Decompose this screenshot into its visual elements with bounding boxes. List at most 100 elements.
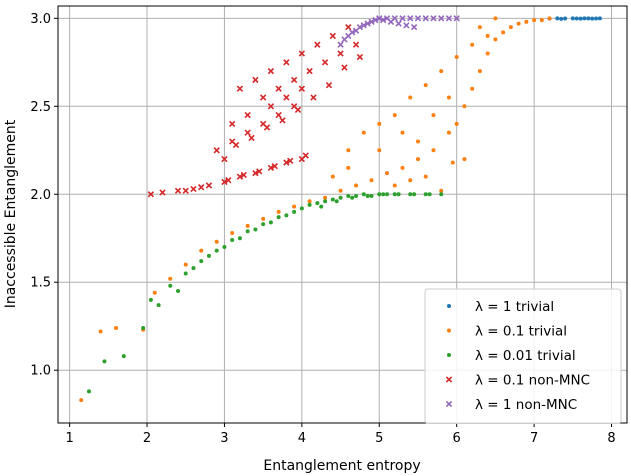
data-point — [252, 76, 259, 84]
data-point — [470, 86, 475, 91]
legend-label: λ = 0.1 non-MNC — [475, 373, 590, 389]
data-point — [516, 21, 521, 26]
data-point — [230, 230, 235, 235]
data-point — [147, 191, 155, 198]
data-point — [159, 189, 166, 196]
data-point — [349, 29, 356, 36]
data-point — [427, 192, 432, 197]
data-point — [410, 23, 418, 31]
legend-box — [424, 288, 622, 424]
data-point — [237, 236, 242, 241]
data-point — [168, 283, 173, 288]
y-tick-label: 1.5 — [30, 276, 51, 291]
x-tick-label: 4 — [298, 431, 306, 446]
data-point — [415, 139, 420, 144]
data-point — [439, 69, 444, 74]
data-point — [555, 16, 560, 21]
data-point — [381, 192, 386, 197]
data-point — [261, 216, 266, 221]
data-point — [315, 201, 320, 206]
data-point — [283, 94, 290, 101]
data-point — [385, 171, 390, 176]
legend-label: λ = 1 trivial — [475, 299, 554, 315]
legend: λ = 1 trivial λ = 0.1 trivial λ = 0.01 tri… — [424, 288, 622, 424]
data-point — [337, 41, 344, 48]
data-point — [563, 16, 568, 21]
data-point — [191, 266, 196, 271]
data-point — [392, 113, 397, 118]
data-point — [298, 50, 306, 57]
y-tick-label: 2.5 — [30, 100, 51, 115]
data-point — [446, 95, 451, 100]
data-point — [445, 15, 453, 22]
data-point — [225, 177, 232, 184]
data-point — [493, 37, 498, 42]
data-point — [346, 148, 351, 153]
data-point — [454, 121, 459, 126]
data-point — [438, 15, 445, 22]
data-point — [407, 15, 414, 22]
data-point — [501, 30, 506, 35]
data-point — [271, 162, 278, 170]
data-point — [408, 95, 413, 100]
data-point — [310, 94, 317, 101]
data-point — [330, 197, 335, 202]
data-point — [267, 103, 275, 110]
data-point — [307, 202, 312, 207]
data-point — [453, 15, 460, 22]
data-point — [283, 159, 290, 166]
data-point — [422, 15, 429, 22]
data-point — [314, 41, 321, 48]
data-point — [423, 192, 428, 197]
data-point — [236, 173, 244, 180]
series-layer — [79, 15, 602, 403]
data-point — [256, 168, 263, 175]
data-point — [298, 85, 306, 92]
data-point — [121, 354, 126, 359]
data-point — [206, 253, 211, 258]
plot-frame — [57, 5, 628, 424]
data-point — [230, 238, 235, 243]
data-point — [276, 215, 281, 220]
data-point — [292, 204, 297, 209]
data-point — [325, 82, 333, 89]
data-point — [524, 19, 529, 24]
x-axis-label: Entanglement entropy — [263, 458, 420, 474]
data-point — [287, 157, 294, 165]
data-point — [387, 18, 395, 26]
data-point — [221, 178, 228, 186]
data-point — [276, 209, 281, 214]
x-tick-label: 6 — [453, 431, 461, 446]
data-point — [346, 165, 351, 170]
data-point — [570, 16, 575, 21]
data-point — [290, 76, 298, 84]
y-axis-label: Inaccessible Entanglement — [3, 119, 19, 308]
data-point — [403, 22, 410, 29]
data-point — [582, 16, 587, 21]
legend-marker — [447, 353, 451, 357]
data-point — [547, 16, 552, 21]
data-point — [559, 16, 564, 21]
data-point — [408, 178, 413, 183]
x-axis: 1 2 3 4 5 6 7 8 — [65, 423, 616, 446]
data-point — [175, 289, 180, 294]
data-point — [597, 16, 602, 21]
series-1 — [79, 16, 552, 403]
data-point — [174, 187, 182, 194]
data-point — [578, 16, 583, 21]
data-point — [450, 160, 455, 165]
data-point — [400, 165, 405, 170]
data-point — [292, 209, 297, 214]
data-point — [245, 223, 250, 228]
data-point — [414, 15, 422, 22]
data-point — [114, 325, 119, 330]
data-point — [330, 174, 335, 179]
data-point — [244, 111, 251, 119]
data-point — [395, 20, 402, 27]
data-point — [319, 204, 324, 209]
data-point — [268, 220, 273, 225]
data-point — [508, 25, 513, 30]
data-point — [98, 329, 103, 334]
data-point — [470, 42, 475, 47]
data-point — [152, 290, 157, 295]
